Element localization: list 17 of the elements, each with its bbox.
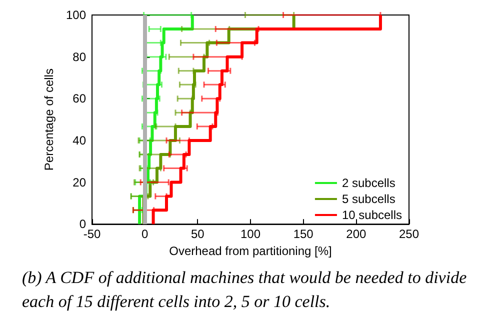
y-tick-label: 40	[72, 133, 86, 148]
y-axis-title: Percentage of cells	[42, 68, 56, 171]
text: (b) A CDF of additional machines that would be needed to divide each of 15 different cells into 2, 5 or 10 cells.	[22, 267, 468, 313]
legend-label: 10 subcells	[342, 208, 402, 222]
y-tick-label: 100	[66, 8, 86, 22]
x-tick-label: 100	[240, 227, 261, 242]
x-tick-label: 200	[346, 227, 366, 242]
x-tick-label: 250	[398, 227, 420, 242]
legend-label: 5 subcells	[342, 192, 396, 206]
y-tick-label: 80	[72, 50, 86, 64]
legend-label: 2 subcells	[342, 176, 396, 190]
x-axis-title: Overhead from partitioning [%]	[169, 244, 332, 258]
y-tick-label: 20	[72, 175, 86, 190]
x-tick-label: 0	[141, 227, 148, 242]
x-tick-label: 50	[190, 227, 205, 242]
x-tick-label: 150	[293, 227, 314, 242]
y-tick-label: 60	[72, 92, 86, 106]
